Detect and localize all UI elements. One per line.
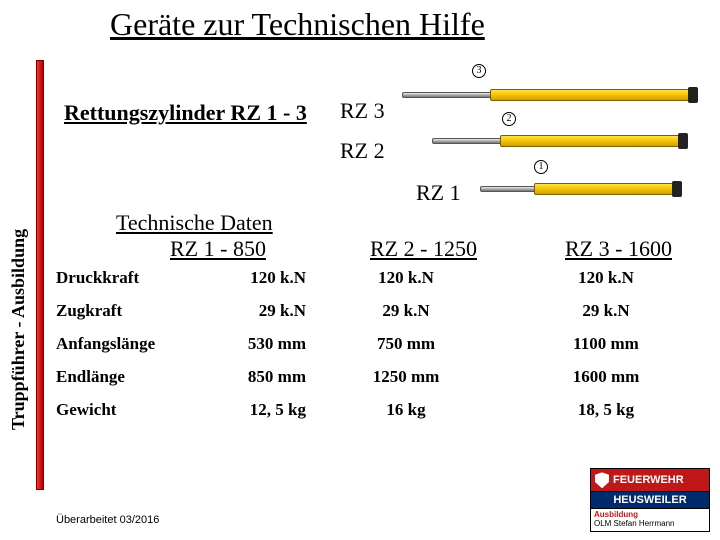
row-val-3: 1100 mm [506,334,706,354]
org-logo: FEUERWEHR HEUSWEILER Ausbildung OLM Stef… [590,468,710,532]
table-row: Druckkraft120 k.N120 k.N120 k.N [56,268,706,288]
row-val-2: 1250 mm [306,367,506,387]
cylinder-1-label: RZ 1 [416,180,461,206]
sidebar-label: Truppführer - Ausbildung [8,229,29,430]
badge-1-icon: 1 [534,160,548,174]
row-val-1: 29 k.N [186,301,306,321]
logo-mid-bar: HEUSWEILER [590,492,710,508]
row-val-3: 120 k.N [506,268,706,288]
row-label: Anfangslänge [56,334,186,354]
tech-header-col3: RZ 3 - 1600 [565,236,672,262]
logo-line3b: OLM Stefan Herrmann [594,519,674,528]
table-row: Zugkraft29 k.N29 k.N29 k.N [56,301,706,321]
row-val-2: 29 k.N [306,301,506,321]
tech-header-col2: RZ 2 - 1250 [370,236,477,262]
row-val-1: 120 k.N [186,268,306,288]
logo-top-bar: FEUERWEHR [590,468,710,492]
sidebar: Truppführer - Ausbildung [8,140,32,440]
row-val-1: 850 mm [186,367,306,387]
vertical-red-bar [36,60,44,490]
row-label: Zugkraft [56,301,186,321]
shield-icon [595,472,609,488]
revision-footer: Überarbeitet 03/2016 [56,514,159,526]
tech-header-col1: RZ 1 - 850 [170,236,266,262]
row-label: Druckkraft [56,268,186,288]
cylinder-3-label: RZ 3 [340,98,385,124]
logo-bottom-bar: Ausbildung OLM Stefan Herrmann [590,508,710,532]
page-title: Geräte zur Technischen Hilfe [110,6,485,43]
tech-header-line1: Technische Daten [116,210,273,236]
section-subtitle: Rettungszylinder RZ 1 - 3 [64,100,307,126]
row-val-2: 750 mm [306,334,506,354]
row-val-3: 29 k.N [506,301,706,321]
table-row: Gewicht12, 5 kg16 kg18, 5 kg [56,400,706,420]
table-row: Endlänge850 mm1250 mm1600 mm [56,367,706,387]
badge-3-icon: 3 [472,64,486,78]
badge-2-icon: 2 [502,112,516,126]
row-val-3: 18, 5 kg [506,400,706,420]
row-val-1: 12, 5 kg [186,400,306,420]
row-val-3: 1600 mm [506,367,706,387]
spec-table: Druckkraft120 k.N120 k.N120 k.NZugkraft2… [56,268,706,433]
row-label: Gewicht [56,400,186,420]
table-row: Anfangslänge530 mm750 mm1100 mm [56,334,706,354]
cylinder-2-label: RZ 2 [340,138,385,164]
row-val-2: 16 kg [306,400,506,420]
row-label: Endlänge [56,367,186,387]
logo-line3a: Ausbildung [594,510,638,519]
row-val-2: 120 k.N [306,268,506,288]
logo-line1: FEUERWEHR [613,474,684,486]
row-val-1: 530 mm [186,334,306,354]
